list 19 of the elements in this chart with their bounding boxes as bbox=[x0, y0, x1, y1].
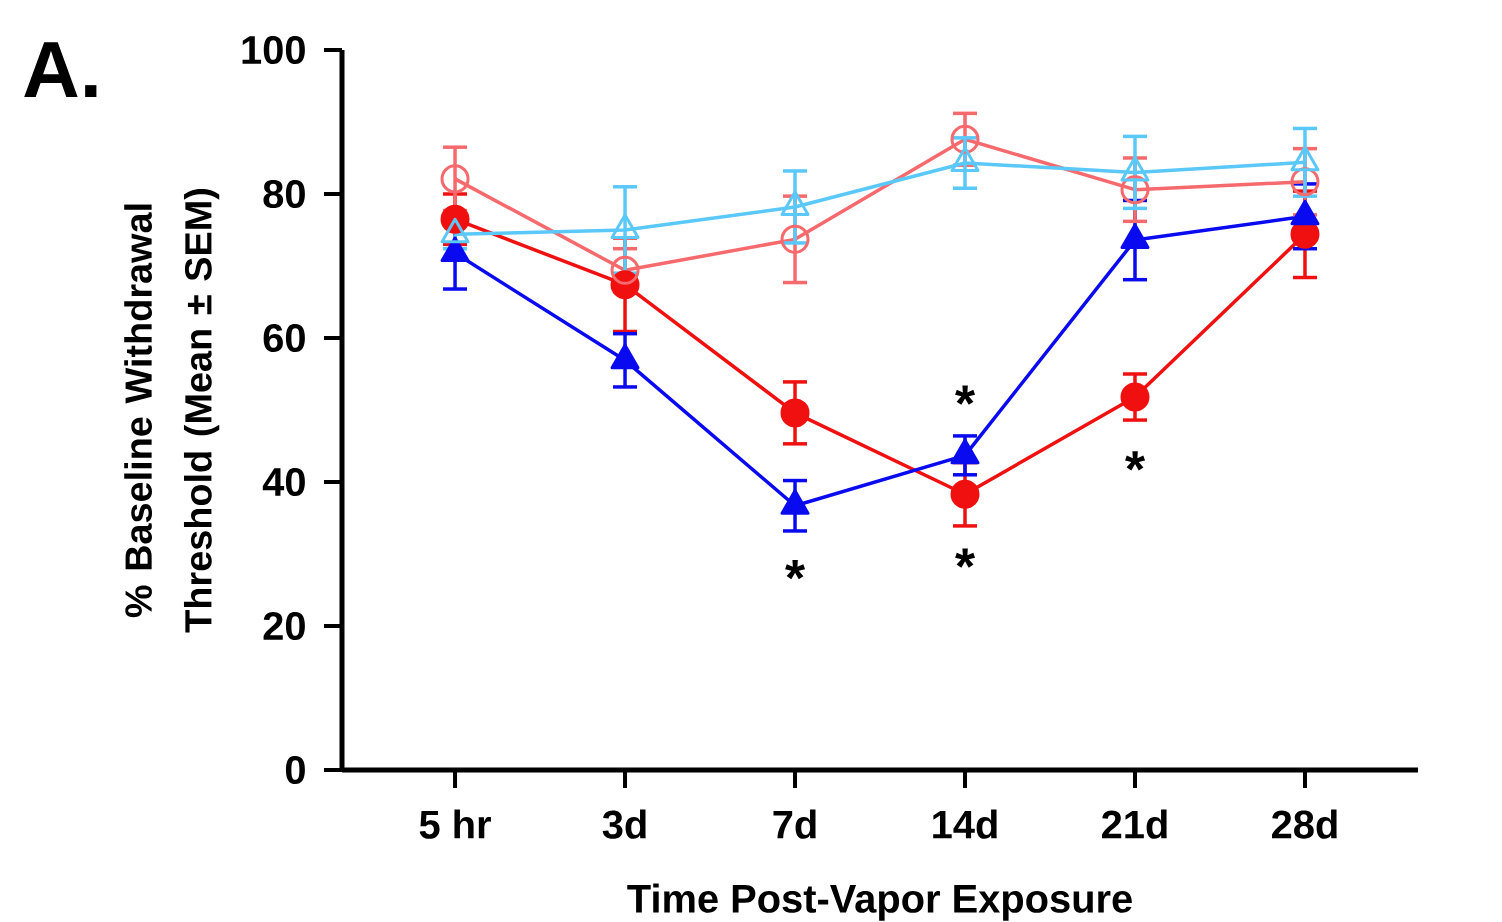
annotation: * bbox=[955, 548, 976, 568]
x-tick-label: 14d bbox=[933, 809, 997, 839]
y-axis-title: % Baseline Withdrawal Threshold (Mean ± SEM) bbox=[124, 189, 220, 633]
x-tick-label: 7d bbox=[773, 809, 816, 839]
annotation: * bbox=[1125, 451, 1146, 471]
x-tick-label: 3d bbox=[602, 809, 646, 839]
y-tick-label: 20 bbox=[263, 611, 305, 641]
x-axis-title: Time Post-Vapor Exposure bbox=[627, 883, 1132, 921]
x-tick-label: 21d bbox=[1102, 809, 1167, 839]
x-tick-label: 5 hr bbox=[419, 809, 491, 839]
annotation: * bbox=[955, 385, 976, 405]
x-tick-label: 28d bbox=[1272, 809, 1337, 839]
y-tick-label: 80 bbox=[263, 179, 305, 209]
text: A. bbox=[24, 42, 97, 98]
y-tick-label: 40 bbox=[262, 467, 305, 497]
annotation: * bbox=[785, 559, 806, 580]
y-tick-label: 0 bbox=[285, 755, 305, 785]
y-tick-label: 100 bbox=[242, 35, 305, 65]
y-tick-label: 60 bbox=[263, 323, 305, 353]
